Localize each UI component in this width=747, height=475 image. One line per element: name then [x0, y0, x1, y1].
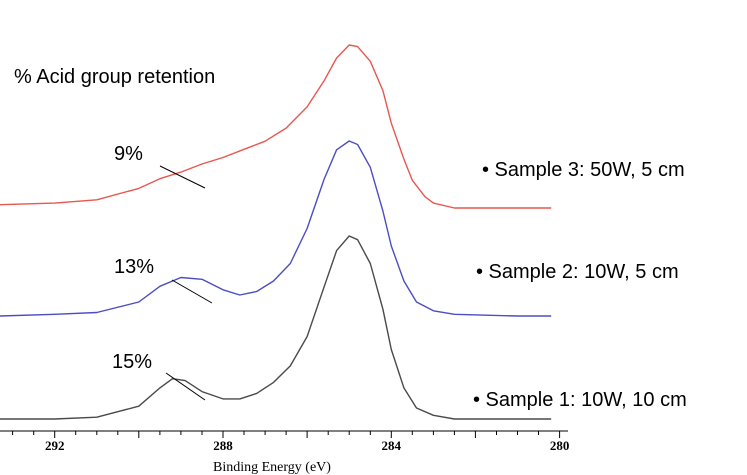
- plot-area: 9% • Sample 3: 50W, 5 cm 13% • Sample 2: 10…: [0, 44, 687, 453]
- retention-annotation-title: % Acid group retention: [14, 66, 215, 88]
- spectrum-sample-3: [0, 44, 552, 209]
- retention-label-sample-1: 15%: [112, 351, 152, 373]
- spectrum-sample-2: [0, 140, 552, 317]
- retention-label-sample-3: 9%: [114, 143, 143, 165]
- leader-line-sample-3: [159, 165, 206, 189]
- x-tick-label: 292: [45, 438, 65, 453]
- legend-sample-2: • Sample 2: 10W, 5 cm: [476, 261, 679, 283]
- leader-line-sample-2: [171, 279, 213, 304]
- x-tick-label: 288: [213, 438, 233, 453]
- x-tick-label: 284: [382, 438, 402, 453]
- spectrum-sample-1: [0, 235, 552, 420]
- legend-sample-3: • Sample 3: 50W, 5 cm: [482, 159, 685, 181]
- legend-sample-1: • Sample 1: 10W, 10 cm: [473, 389, 687, 411]
- x-tick-label: 280: [550, 438, 570, 453]
- retention-label-sample-2: 13%: [114, 256, 154, 278]
- leader-line-sample-1: [165, 372, 206, 401]
- x-axis-title: Binding Energy (eV): [213, 460, 331, 475]
